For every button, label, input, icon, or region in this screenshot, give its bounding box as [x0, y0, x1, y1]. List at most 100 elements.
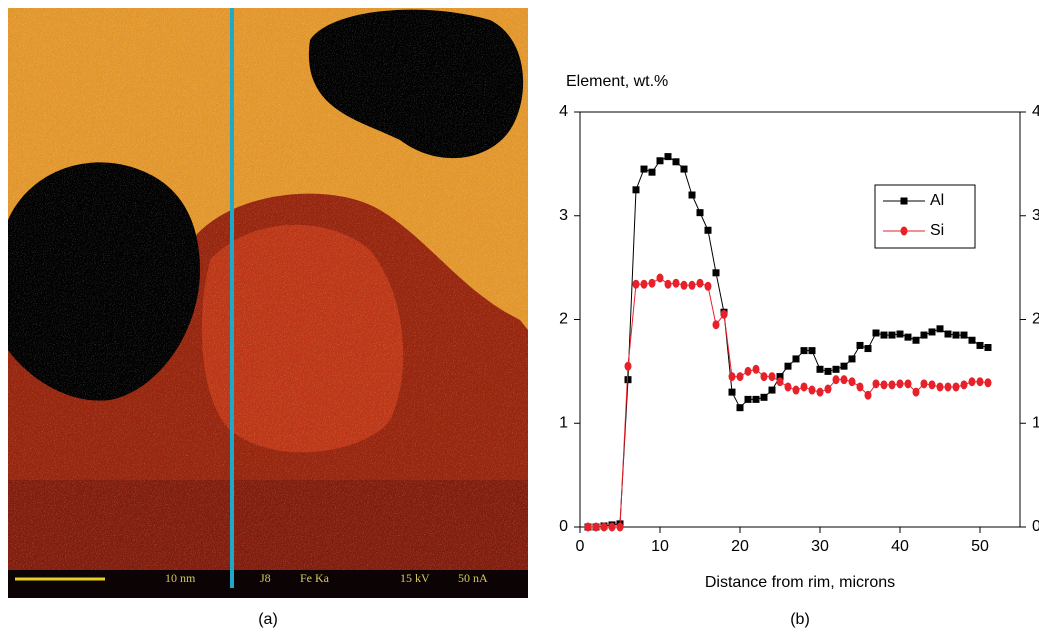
- marker: [728, 388, 736, 396]
- marker: [608, 522, 616, 532]
- marker: [800, 347, 808, 355]
- marker: [824, 384, 832, 394]
- marker: [832, 365, 840, 373]
- marker: [824, 367, 832, 375]
- y2-tick-label: 1: [1032, 414, 1039, 431]
- marker: [664, 279, 672, 289]
- y2-tick-label: 4: [1032, 103, 1039, 120]
- marker: [632, 186, 640, 194]
- y-axis-title: Element, wt.%: [566, 73, 668, 90]
- marker: [760, 393, 768, 401]
- image-label: 50 nA: [458, 571, 488, 585]
- marker: [752, 395, 760, 403]
- marker: [768, 386, 776, 394]
- marker: [776, 373, 784, 381]
- x-tick-label: 20: [731, 538, 749, 555]
- marker: [672, 158, 680, 166]
- marker: [848, 377, 856, 387]
- marker: [976, 341, 984, 349]
- marker: [680, 165, 688, 173]
- marker: [648, 278, 656, 288]
- y2-tick-label: 2: [1032, 311, 1039, 328]
- legend-marker: [900, 197, 908, 205]
- marker: [712, 320, 720, 330]
- marker: [736, 372, 744, 382]
- marker: [984, 344, 992, 352]
- legend-label: Si: [930, 222, 944, 239]
- marker: [768, 372, 776, 382]
- marker: [672, 278, 680, 288]
- marker: [808, 347, 816, 355]
- marker: [664, 153, 672, 161]
- marker: [712, 269, 720, 277]
- marker: [960, 380, 968, 390]
- plot-frame: [579, 111, 1021, 528]
- marker: [736, 404, 744, 412]
- x-tick-label: 50: [971, 538, 989, 555]
- marker: [888, 331, 896, 339]
- y-tick-label: 3: [559, 207, 568, 224]
- x-tick-label: 40: [891, 538, 909, 555]
- marker: [656, 273, 664, 283]
- marker: [968, 336, 976, 344]
- marker: [816, 387, 824, 397]
- marker: [784, 362, 792, 370]
- y-tick-label: 4: [559, 103, 568, 120]
- caption: (b): [790, 611, 810, 628]
- marker: [792, 385, 800, 395]
- image-label: Fe Ka: [300, 571, 330, 585]
- legend-label: Al: [930, 192, 944, 209]
- marker: [688, 191, 696, 199]
- image-label: 10 nm: [165, 571, 196, 585]
- marker: [584, 522, 592, 532]
- marker: [976, 377, 984, 387]
- marker: [944, 382, 952, 392]
- marker: [864, 390, 872, 400]
- marker: [704, 281, 712, 291]
- marker: [720, 309, 728, 319]
- marker: [968, 377, 976, 387]
- marker: [936, 382, 944, 392]
- x-tick-label: 10: [651, 538, 669, 555]
- marker: [856, 382, 864, 392]
- marker: [872, 329, 880, 337]
- caption: (a): [258, 611, 278, 628]
- marker: [696, 209, 704, 217]
- marker: [864, 345, 872, 353]
- marker: [856, 341, 864, 349]
- legend-marker: [900, 226, 908, 236]
- x-tick-label: 30: [811, 538, 829, 555]
- marker: [688, 280, 696, 290]
- marker: [792, 355, 800, 363]
- marker: [640, 165, 648, 173]
- marker: [928, 380, 936, 390]
- marker: [920, 379, 928, 389]
- marker: [624, 361, 632, 371]
- marker: [616, 522, 624, 532]
- marker: [872, 379, 880, 389]
- image-label: J8: [260, 571, 271, 585]
- marker: [728, 372, 736, 382]
- marker: [912, 387, 920, 397]
- legend-box: [874, 184, 976, 249]
- marker: [704, 226, 712, 234]
- y-tick-label: 1: [559, 414, 568, 431]
- marker: [744, 395, 752, 403]
- y2-tick-label: 0: [1032, 518, 1039, 535]
- marker: [944, 330, 952, 338]
- marker: [696, 278, 704, 288]
- marker: [640, 279, 648, 289]
- marker: [760, 372, 768, 382]
- marker: [592, 522, 600, 532]
- marker: [808, 385, 816, 395]
- marker: [880, 331, 888, 339]
- marker: [888, 380, 896, 390]
- marker: [776, 377, 784, 387]
- marker: [984, 378, 992, 388]
- marker: [784, 382, 792, 392]
- y-tick-label: 0: [559, 518, 568, 535]
- marker: [928, 328, 936, 336]
- marker: [840, 362, 848, 370]
- image-label: 15 kV: [400, 571, 430, 585]
